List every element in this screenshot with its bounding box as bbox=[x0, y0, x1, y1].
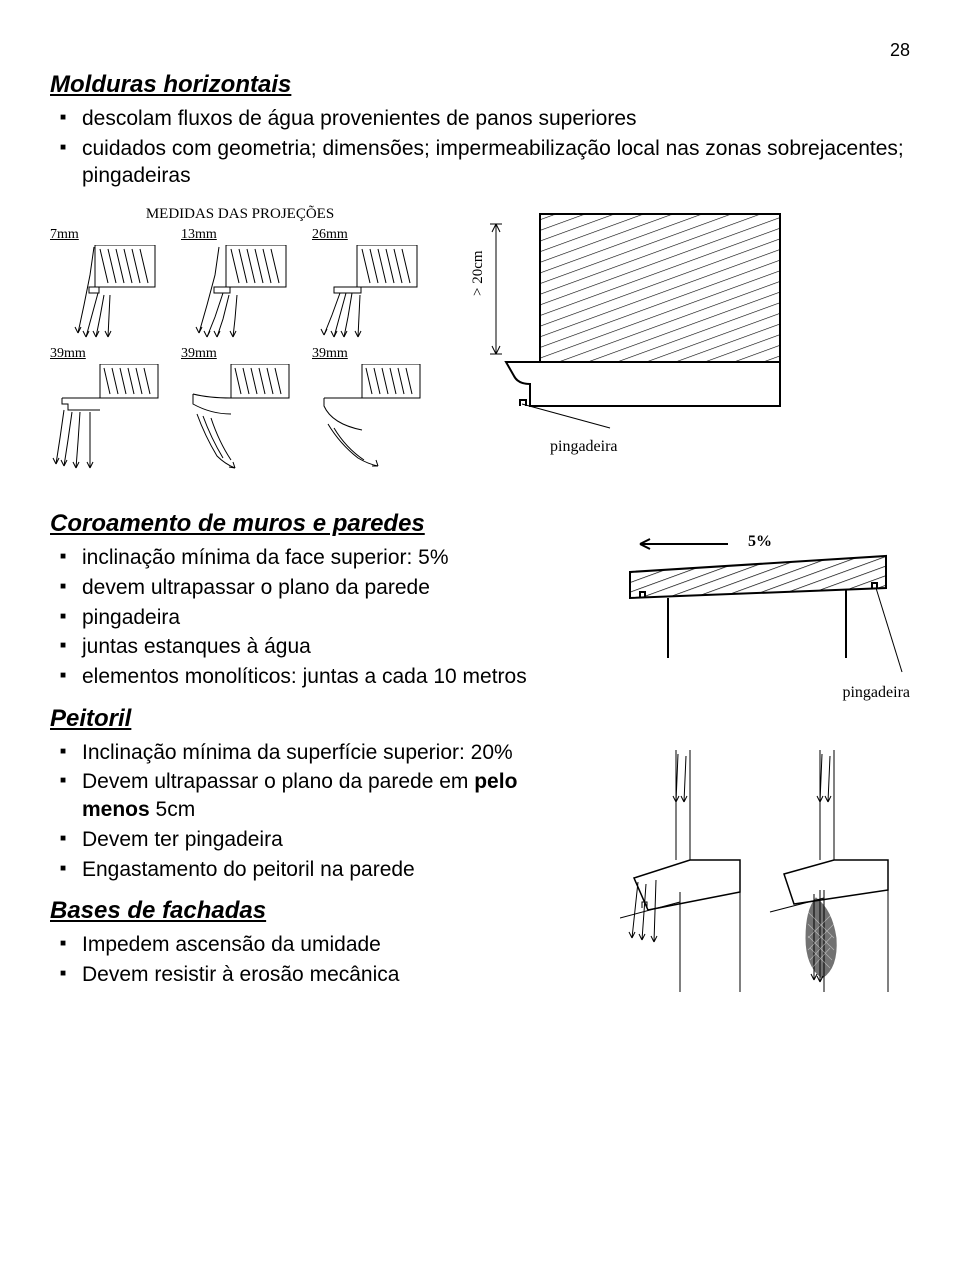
proj-panel-5 bbox=[181, 364, 291, 474]
proj-panel-3 bbox=[312, 245, 422, 340]
heading-coroamento: Coroamento de muros e paredes bbox=[50, 510, 586, 538]
projections-grid: MEDIDAS DAS PROJEÇÕES 7mm bbox=[50, 206, 430, 474]
list-item: Devem resistir à erosão mecânica bbox=[60, 961, 586, 989]
coping-figure: 5% pingadeira bbox=[610, 532, 910, 702]
slope-label: 5% bbox=[748, 533, 772, 550]
proj-label: 39mm bbox=[312, 346, 430, 362]
proj-label: 26mm bbox=[312, 227, 430, 243]
pingadeira-caption: pingadeira bbox=[550, 438, 790, 456]
list-molduras: descolam fluxos de água provenientes de … bbox=[50, 105, 910, 190]
pingadeira-section-figure: > 20cm pingadeira bbox=[460, 206, 790, 456]
coping-caption: pingadeira bbox=[610, 684, 910, 702]
proj-label: 39mm bbox=[50, 346, 168, 362]
heading-bases: Bases de fachadas bbox=[50, 897, 586, 925]
proj-panel-4 bbox=[50, 364, 160, 474]
heading-molduras: Molduras horizontais bbox=[50, 71, 910, 99]
list-peitoril: Inclinação mínima da superfície superior… bbox=[50, 739, 586, 884]
list-item: inclinação mínima da face superior: 5% bbox=[60, 544, 586, 572]
figure-row-projections: MEDIDAS DAS PROJEÇÕES 7mm bbox=[50, 206, 910, 474]
heading-peitoril: Peitoril bbox=[50, 705, 586, 733]
list-item: Impedem ascensão da umidade bbox=[60, 931, 586, 959]
proj-label: 7mm bbox=[50, 227, 168, 243]
list-coroamento: inclinação mínima da face superior: 5% d… bbox=[50, 544, 586, 691]
proj-panel-1 bbox=[50, 245, 160, 340]
page-number: 28 bbox=[50, 40, 910, 61]
stain-icon bbox=[806, 898, 836, 978]
list-item: descolam fluxos de água provenientes de … bbox=[60, 105, 910, 133]
proj-label: 39mm bbox=[181, 346, 299, 362]
proj-label: 13mm bbox=[181, 227, 299, 243]
list-item: pingadeira bbox=[60, 604, 586, 632]
list-item: juntas estanques à água bbox=[60, 633, 586, 661]
proj-panel-2 bbox=[181, 245, 291, 340]
sill-figure bbox=[620, 742, 910, 1002]
list-item: elementos monolíticos: juntas a cada 10 … bbox=[60, 663, 586, 691]
list-item: Devem ultrapassar o plano da parede em p… bbox=[60, 768, 586, 823]
list-item: devem ultrapassar o plano da parede bbox=[60, 574, 586, 602]
list-item: cuidados com geometria; dimensões; imper… bbox=[60, 135, 910, 190]
list-item: Inclinação mínima da superfície superior… bbox=[60, 739, 586, 767]
list-item: Devem ter pingadeira bbox=[60, 826, 586, 854]
dim-20cm-label: > 20cm bbox=[470, 250, 486, 296]
list-item: Engastamento do peitoril na parede bbox=[60, 856, 586, 884]
projections-title: MEDIDAS DAS PROJEÇÕES bbox=[50, 206, 430, 223]
list-bases: Impedem ascensão da umidade Devem resist… bbox=[50, 931, 586, 988]
proj-panel-6 bbox=[312, 364, 422, 474]
